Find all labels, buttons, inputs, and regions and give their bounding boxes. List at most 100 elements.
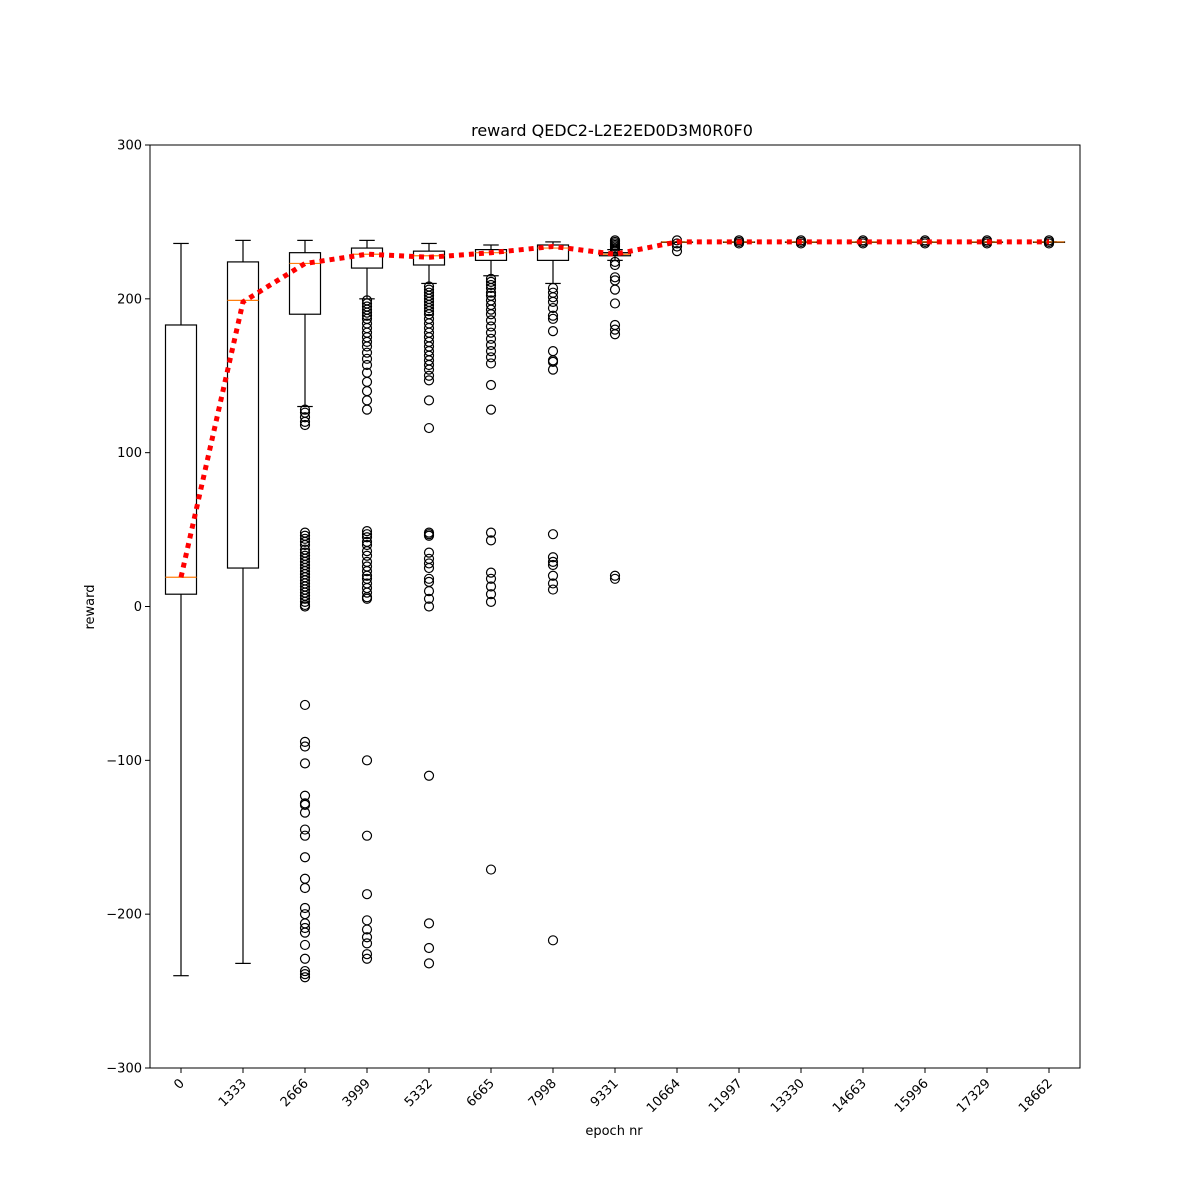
outlier-point (299, 902, 311, 914)
outlier-point (547, 296, 559, 308)
outlier-point (423, 422, 435, 434)
outlier-point (423, 958, 435, 969)
outlier-point (361, 938, 373, 949)
outlier-point (361, 307, 373, 318)
outlier-point (547, 552, 559, 563)
x-tick-label: 3999 (340, 1076, 374, 1110)
outlier-point (361, 395, 373, 406)
box-group (536, 241, 570, 946)
outlier-point (609, 284, 621, 295)
outlier-point (361, 570, 373, 581)
x-tick-label: 11997 (706, 1076, 746, 1116)
y-tick-label: −100 (106, 754, 142, 769)
outlier-point (361, 949, 373, 960)
outlier-point (361, 532, 373, 543)
outlier-point (423, 530, 435, 541)
outlier-point (609, 573, 621, 584)
outlier-point (299, 953, 311, 964)
outlier-point (299, 972, 311, 983)
outlier-point (609, 259, 621, 271)
y-tick-label: 300 (117, 139, 142, 154)
x-tick-label: 1333 (216, 1076, 250, 1110)
outlier-point (361, 550, 373, 561)
outlier-point (299, 601, 311, 612)
outlier-point (361, 932, 373, 943)
outlier-point (485, 379, 497, 391)
outlier-point (485, 321, 497, 332)
outlier-point (485, 573, 497, 584)
outlier-point (547, 346, 559, 357)
x-axis-label: epoch nr (585, 1124, 643, 1139)
x-tick-label: 6665 (464, 1076, 498, 1110)
box-group (908, 235, 942, 249)
x-tick-label: 2666 (278, 1076, 312, 1110)
outlier-point (485, 315, 497, 326)
outlier-point (361, 953, 373, 964)
outlier-point (423, 942, 435, 954)
outlier-point (299, 852, 311, 863)
outlier-point (361, 404, 373, 415)
outlier-point (547, 578, 559, 589)
outlier-point (423, 395, 435, 406)
x-axis: 0 1333 2666 3999 5332 6665 7998 9331 10664 11997 1… (171, 1068, 1056, 1116)
outlier-point (361, 546, 373, 557)
outlier-point (299, 758, 311, 769)
outlier-point (485, 864, 497, 875)
outlier-point (299, 830, 311, 841)
outlier-point (609, 256, 621, 268)
outlier-point (423, 573, 435, 584)
x-tick-label: 14663 (830, 1076, 870, 1116)
outlier-point (485, 567, 497, 578)
outlier-point (361, 310, 373, 321)
outlier-point (485, 527, 497, 538)
outlier-point (547, 364, 559, 375)
outlier-point (361, 386, 373, 397)
outlier-point (485, 276, 497, 288)
box-iqr (350, 247, 384, 269)
outlier-point (299, 824, 311, 835)
outlier-point (485, 535, 497, 546)
y-tick-label: −200 (106, 908, 142, 923)
y-tick-label: −300 (106, 1062, 142, 1077)
outlier-point (609, 570, 621, 581)
box-group (846, 235, 880, 249)
outlier-point (609, 298, 621, 309)
box-iqr (288, 252, 322, 315)
outlier-point (299, 873, 311, 884)
outlier-point (423, 370, 435, 381)
mean-line-layer (178, 239, 1049, 578)
outlier-point (547, 313, 559, 324)
outlier-point (485, 279, 497, 291)
outlier-point (485, 304, 497, 315)
outlier-point (299, 909, 311, 920)
outlier-point (299, 539, 311, 551)
outlier-point (1043, 238, 1055, 249)
outlier-point (361, 889, 373, 900)
box-group (598, 235, 632, 584)
outlier-point (361, 529, 373, 540)
outlier-point (361, 539, 373, 551)
outlier-point (361, 924, 373, 935)
outlier-point (299, 965, 311, 977)
outlier-point (547, 935, 559, 946)
y-tick-label: 100 (117, 446, 142, 461)
outlier-point (361, 755, 373, 766)
outlier-point (299, 939, 311, 951)
outlier-point (361, 353, 373, 364)
outlier-point (485, 346, 497, 357)
mean-line (178, 239, 1049, 578)
outlier-point (361, 587, 373, 598)
outlier-point (671, 246, 683, 257)
x-tick-label: 0 (171, 1076, 187, 1092)
outlier-point (361, 915, 373, 926)
box-group (350, 239, 384, 964)
outlier-point (299, 419, 311, 431)
outlier-point (423, 547, 435, 558)
x-tick-label: 5332 (402, 1076, 436, 1110)
outlier-point (361, 593, 373, 604)
outlier-point (547, 292, 559, 303)
outlier-point (547, 529, 559, 540)
outlier-point (361, 830, 373, 841)
outlier-point (609, 329, 621, 340)
